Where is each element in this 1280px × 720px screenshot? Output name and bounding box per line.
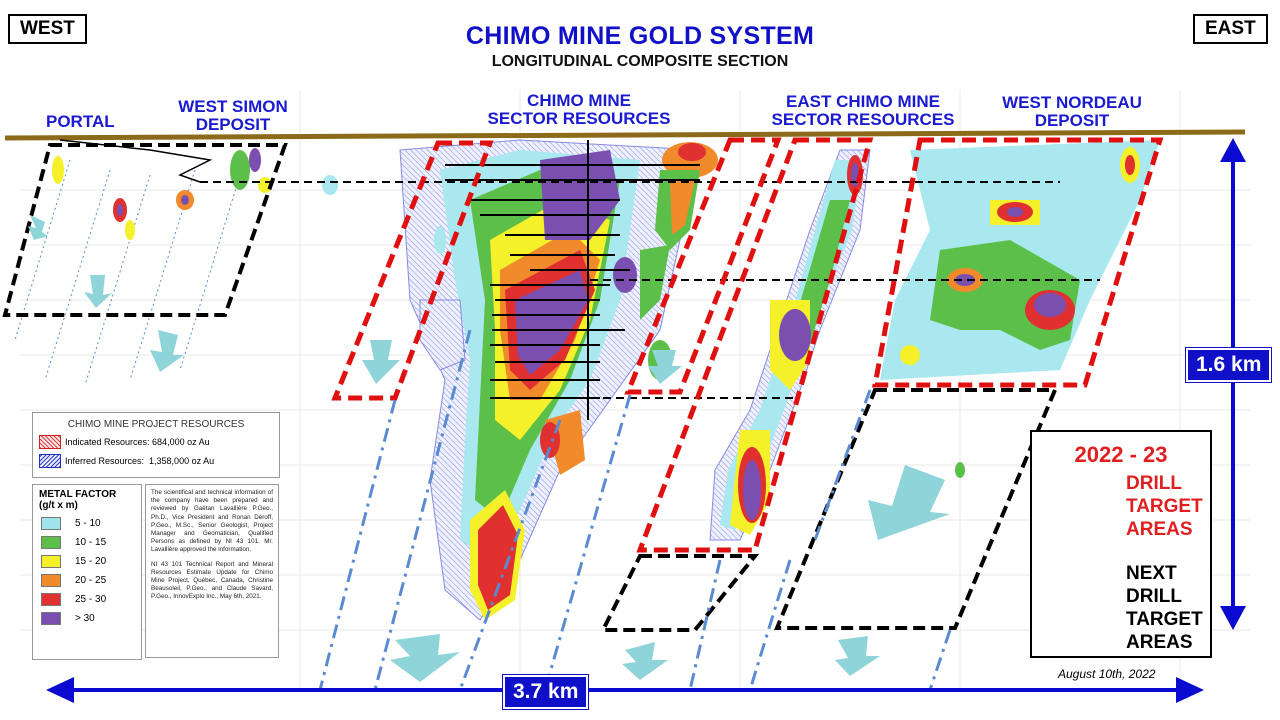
inferred-text: Inferred Resources: 1,358,000 oz Au bbox=[65, 456, 215, 466]
west-label: WEST bbox=[8, 14, 87, 44]
next-areas-word: AREAS bbox=[1126, 632, 1193, 653]
chimo-sector-label: CHIMO MINE SECTOR RESOURCES bbox=[474, 92, 684, 128]
metal-factor-row: 5 - 10 bbox=[41, 517, 141, 530]
portal-ramp bbox=[59, 139, 213, 183]
date-label: August 10th, 2022 bbox=[1058, 667, 1156, 681]
metal-factor-range: 5 - 10 bbox=[75, 518, 101, 529]
inferred-swatch bbox=[39, 454, 61, 468]
metal-factor-range: 20 - 25 bbox=[75, 575, 107, 586]
chimo-line2: SECTOR RESOURCES bbox=[487, 109, 671, 128]
depth-scale-label: 1.6 km bbox=[1184, 347, 1273, 383]
east-chimo-line2: SECTOR RESOURCES bbox=[771, 110, 955, 129]
subtitle: LONGITUDINAL COMPOSITE SECTION bbox=[491, 53, 789, 70]
main-title: CHIMO MINE GOLD SYSTEM bbox=[465, 22, 815, 50]
portal-label: PORTAL bbox=[46, 112, 115, 131]
inferred-row: Inferred Resources: 1,358,000 oz Au bbox=[39, 454, 279, 468]
projection-lines bbox=[14, 159, 241, 386]
next-target-label: NEXT DRILL TARGET AREAS bbox=[1126, 562, 1203, 654]
metal-factor-swatch bbox=[41, 555, 61, 568]
chimo-line1: CHIMO MINE bbox=[527, 91, 631, 110]
west-simon-line2: DEPOSIT bbox=[195, 115, 271, 134]
metal-factor-swatch bbox=[41, 612, 61, 625]
metal-factor-range: 25 - 30 bbox=[75, 594, 107, 605]
metal-factor-swatch bbox=[41, 574, 61, 587]
ground-surface bbox=[4, 129, 1246, 141]
dash-dot-projection-lines bbox=[318, 329, 952, 691]
next-target-word: TARGET bbox=[1126, 609, 1203, 630]
west-nordeau-line1: WEST NORDEAU bbox=[1002, 93, 1142, 112]
east-label: EAST bbox=[1193, 14, 1268, 44]
west-nordeau-line2: DEPOSIT bbox=[1034, 111, 1110, 130]
mine-workings bbox=[445, 140, 700, 420]
west-nordeau-label: WEST NORDEAU DEPOSIT bbox=[984, 94, 1160, 130]
metal-factor-row: 25 - 30 bbox=[41, 593, 141, 606]
east-chimo-label: EAST CHIMO MINE SECTOR RESOURCES bbox=[758, 93, 968, 129]
metal-factor-swatch bbox=[41, 593, 61, 606]
metal-factor-row: 10 - 15 bbox=[41, 536, 141, 549]
scale-arrows bbox=[46, 138, 1246, 703]
metal-factor-row: 15 - 20 bbox=[41, 555, 141, 568]
metal-factor-title-2: (g/t x m) bbox=[39, 500, 78, 511]
metal-factor-range: 15 - 20 bbox=[75, 556, 107, 567]
metal-factor-swatch bbox=[41, 536, 61, 549]
note-paragraph-2: NI 43 101 Technical Report and Mineral R… bbox=[151, 560, 273, 601]
next-word: NEXT bbox=[1126, 563, 1177, 584]
metal-factor-title-1: METAL FACTOR bbox=[39, 489, 117, 500]
areas-word: AREAS bbox=[1126, 519, 1193, 540]
metal-factor-range: 10 - 15 bbox=[75, 537, 107, 548]
indicated-row: Indicated Resources: 684,000 oz Au bbox=[39, 435, 279, 449]
metal-factor-rows: 5 - 10 10 - 15 15 - 20 20 - 25 25 - 30 > 30 bbox=[33, 517, 141, 625]
metal-factor-swatch bbox=[41, 517, 61, 530]
metal-factor-row: 20 - 25 bbox=[41, 574, 141, 587]
qualified-persons-note: The scientifical and technical informati… bbox=[145, 484, 279, 658]
length-scale-label: 3.7 km bbox=[501, 674, 590, 710]
next-drill-word: DRILL bbox=[1126, 586, 1182, 607]
indicated-text: Indicated Resources: 684,000 oz Au bbox=[65, 437, 210, 447]
resources-title: CHIMO MINE PROJECT RESOURCES bbox=[67, 419, 245, 430]
metal-factor-legend: METAL FACTOR (g/t x m) 5 - 10 10 - 15 15 -… bbox=[32, 484, 142, 660]
drill-target-label: DRILL TARGET AREAS bbox=[1126, 472, 1203, 541]
indicated-swatch bbox=[39, 435, 61, 449]
east-chimo-line1: EAST CHIMO MINE bbox=[786, 92, 940, 111]
project-resources-box: CHIMO MINE PROJECT RESOURCES Indicated R… bbox=[32, 412, 280, 478]
west-simon-label: WEST SIMON DEPOSIT bbox=[158, 98, 308, 134]
drill-word: DRILL bbox=[1126, 473, 1182, 494]
metal-factor-range: > 30 bbox=[75, 613, 95, 624]
target-areas-legend: 2022 - 23 DRILL TARGET AREAS NEXT DRILL … bbox=[1030, 430, 1212, 658]
west-simon-line1: WEST SIMON bbox=[178, 97, 288, 116]
target-year: 2022 - 23 bbox=[1074, 442, 1168, 467]
metal-factor-title: METAL FACTOR (g/t x m) bbox=[39, 489, 141, 511]
metal-factor-row: > 30 bbox=[41, 612, 141, 625]
target-word: TARGET bbox=[1126, 496, 1203, 517]
note-paragraph-1: The scientifical and technical informati… bbox=[151, 489, 273, 554]
drill-target-areas-2022-23 bbox=[331, 137, 1164, 553]
dip-arrows bbox=[28, 215, 950, 682]
